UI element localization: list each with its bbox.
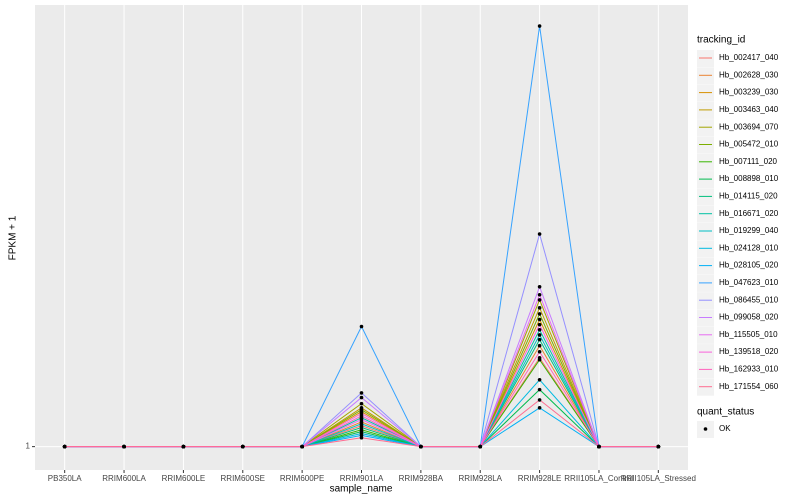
data-point bbox=[537, 337, 542, 342]
y-axis-title: FPKM + 1 bbox=[8, 215, 19, 260]
legend-label: Hb_002417_040 bbox=[719, 53, 779, 62]
data-point bbox=[478, 444, 483, 449]
data-point bbox=[537, 285, 542, 289]
legend-label: Hb_019299_040 bbox=[719, 226, 779, 235]
y-tick-label: 1 bbox=[26, 442, 31, 451]
data-point bbox=[656, 444, 661, 449]
data-point bbox=[537, 327, 542, 332]
data-point bbox=[359, 421, 364, 426]
x-tick-label: RRIM600PE bbox=[280, 474, 324, 483]
legend-label: Hb_003463_040 bbox=[719, 105, 779, 114]
x-tick-label: RRIM901LA bbox=[340, 474, 384, 483]
data-point bbox=[122, 444, 126, 449]
data-point bbox=[537, 333, 542, 337]
data-point bbox=[359, 435, 364, 440]
legend-label: OK bbox=[719, 424, 731, 433]
data-point bbox=[537, 232, 542, 236]
data-point bbox=[537, 322, 542, 327]
data-point bbox=[537, 312, 542, 316]
legend-label: Hb_008898_010 bbox=[719, 174, 779, 183]
legend-label: Hb_139518_020 bbox=[719, 347, 779, 356]
x-tick-label: RRII105LA_Control bbox=[564, 474, 634, 483]
data-point bbox=[181, 444, 186, 449]
x-tick-label: RRIM600LE bbox=[162, 474, 206, 483]
data-point bbox=[62, 444, 67, 449]
data-point bbox=[419, 444, 423, 449]
data-point bbox=[597, 444, 601, 449]
data-point bbox=[537, 378, 542, 382]
legend-label: Hb_007111_020 bbox=[719, 157, 778, 166]
x-tick-label: RRIM928BA bbox=[399, 474, 444, 483]
legend-label: Hb_005472_010 bbox=[719, 140, 779, 149]
legend-label: Hb_162933_010 bbox=[719, 365, 779, 374]
data-point bbox=[359, 401, 364, 406]
data-point bbox=[359, 425, 364, 430]
data-point bbox=[537, 24, 542, 28]
legend-label: Hb_002628_030 bbox=[719, 70, 779, 79]
data-point bbox=[537, 387, 542, 392]
legend-label: Hb_086455_010 bbox=[719, 295, 779, 304]
data-point bbox=[537, 292, 542, 297]
legend-label: Hb_014115_020 bbox=[719, 192, 778, 201]
data-point bbox=[537, 406, 542, 410]
legend-title: tracking_id bbox=[697, 35, 745, 46]
legend-label: Hb_171554_060 bbox=[719, 382, 779, 391]
data-point bbox=[359, 407, 364, 412]
legend-label: Hb_003239_030 bbox=[719, 88, 779, 97]
data-point bbox=[300, 444, 304, 449]
data-point bbox=[359, 417, 364, 422]
legend-label: Hb_028105_020 bbox=[719, 261, 779, 270]
data-point bbox=[537, 306, 542, 310]
legend-label: Hb_016671_020 bbox=[719, 209, 779, 218]
x-tick-label: RRIM928LA bbox=[458, 474, 502, 483]
legend-label: Hb_115505_010 bbox=[719, 330, 778, 339]
data-point bbox=[537, 298, 542, 302]
legend-label: Hb_003694_070 bbox=[719, 122, 779, 131]
x-tick-label: RRII105LA_Stressed bbox=[621, 474, 696, 483]
legend-label: Hb_024128_010 bbox=[719, 243, 779, 252]
legend-title: quant_status bbox=[697, 407, 754, 418]
x-tick-label: RRIM928LE bbox=[518, 474, 562, 483]
data-point bbox=[359, 395, 364, 400]
data-point bbox=[537, 343, 542, 348]
data-point bbox=[240, 444, 245, 449]
legend-label: Hb_099058_020 bbox=[719, 313, 779, 322]
data-point bbox=[537, 349, 542, 354]
data-point bbox=[359, 391, 364, 395]
data-point bbox=[359, 324, 364, 329]
legend-swatch bbox=[703, 427, 708, 431]
data-point bbox=[537, 398, 542, 402]
x-tick-label: PB350LA bbox=[48, 474, 82, 483]
x-tick-label: RRIM600LA bbox=[102, 474, 146, 483]
data-point bbox=[537, 317, 542, 322]
data-point bbox=[537, 357, 542, 362]
x-tick-label: RRIM600SE bbox=[221, 474, 265, 483]
data-point bbox=[359, 413, 364, 418]
x-axis-title: sample_name bbox=[330, 484, 393, 495]
legend-label: Hb_047623_010 bbox=[719, 278, 779, 287]
